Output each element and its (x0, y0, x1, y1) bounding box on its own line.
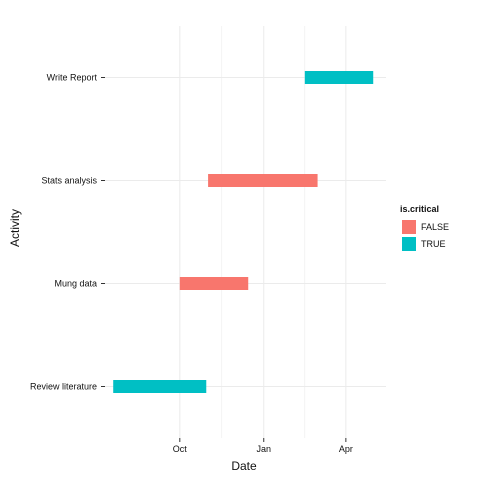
x-tick-label: Jan (256, 444, 271, 454)
x-tick-label: Oct (173, 444, 188, 454)
legend-label: TRUE (421, 239, 446, 249)
task-bar (113, 380, 207, 393)
task-bar (208, 174, 318, 187)
y-tick-label: Mung data (54, 279, 97, 289)
x-tick-label: Apr (339, 444, 353, 454)
legend-title: is.critical (400, 204, 439, 214)
task-bar (304, 71, 374, 84)
y-tick-label: Review literature (30, 382, 97, 392)
task-bar (179, 277, 249, 290)
legend-swatch (402, 237, 416, 251)
task-bars (113, 71, 374, 393)
y-axis-title: Activity (8, 209, 22, 247)
grid-lines (105, 26, 386, 438)
legend-swatch (402, 220, 416, 234)
y-tick-label: Write Report (47, 73, 98, 83)
x-axis-title: Date (231, 459, 257, 473)
axes: Oct Jan Apr Write Report Stats analysis Mung … (30, 73, 353, 455)
legend: is.critical FALSE TRUE (400, 204, 449, 251)
y-tick-label: Stats analysis (41, 176, 97, 186)
legend-label: FALSE (421, 222, 449, 232)
